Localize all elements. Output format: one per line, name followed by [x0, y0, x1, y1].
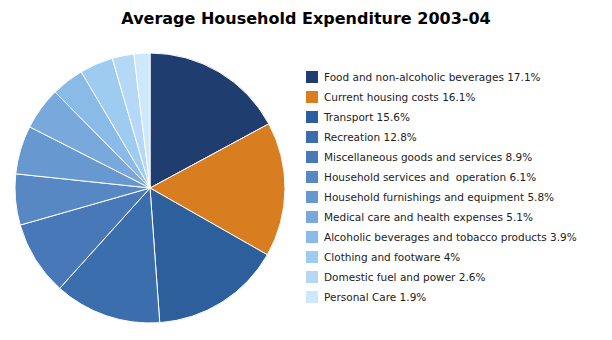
legend-item: Transport 15.6% [306, 111, 410, 123]
legend-swatch [306, 111, 318, 123]
legend-label: Household furnishings and equipment 5.8% [324, 191, 554, 203]
legend-label: Medical care and health expenses 5.1% [324, 211, 533, 223]
pie [15, 53, 285, 323]
legend-label: Transport 15.6% [323, 111, 410, 123]
legend-swatch [306, 171, 318, 183]
legend-label: Current housing costs 16.1% [324, 91, 476, 103]
legend-label: Food and non-alcoholic beverages 17.1% [324, 71, 541, 83]
legend-swatch [306, 291, 318, 303]
legend-item: Household services and operation 6.1% [306, 171, 536, 183]
legend: Food and non-alcoholic beverages 17.1% Cu… [306, 71, 577, 303]
legend-label: Alcoholic beverages and tobacco products… [324, 231, 577, 243]
legend-item: Domestic fuel and power 2.6% [306, 271, 485, 283]
legend-swatch [306, 211, 318, 223]
legend-swatch [306, 271, 318, 283]
legend-swatch [306, 131, 318, 143]
legend-label: Household services and operation 6.1% [324, 171, 536, 183]
legend-swatch [306, 151, 318, 163]
slice [134, 53, 150, 188]
chart: Average Household Expenditure 2003-04 Foo… [0, 0, 612, 340]
legend-item: Clothing and footware 4% [306, 251, 460, 263]
legend-swatch [306, 231, 318, 243]
legend-item: Personal Care 1.9% [306, 291, 426, 303]
legend-swatch [306, 191, 318, 203]
legend-label: Recreation 12.8% [324, 131, 417, 143]
title: Average Household Expenditure 2003-04 [121, 9, 490, 28]
slice [112, 54, 150, 188]
legend-swatch [306, 251, 318, 263]
legend-item: Recreation 12.8% [306, 131, 417, 143]
legend-label: Miscellaneous goods and services 8.9% [324, 151, 532, 163]
legend-label: Clothing and footware 4% [324, 251, 460, 263]
legend-item: Medical care and health expenses 5.1% [306, 211, 533, 223]
slice [150, 188, 267, 323]
legend-item: Food and non-alcoholic beverages 17.1% [306, 71, 541, 83]
legend-label: Domestic fuel and power 2.6% [324, 271, 485, 283]
legend-item: Current housing costs 16.1% [306, 91, 476, 103]
legend-item: Alcoholic beverages and tobacco products… [306, 231, 577, 243]
legend-swatch [306, 71, 318, 83]
legend-label: Personal Care 1.9% [324, 291, 426, 303]
legend-swatch [306, 91, 318, 103]
legend-item: Miscellaneous goods and services 8.9% [306, 151, 532, 163]
legend-item: Household furnishings and equipment 5.8% [306, 191, 554, 203]
